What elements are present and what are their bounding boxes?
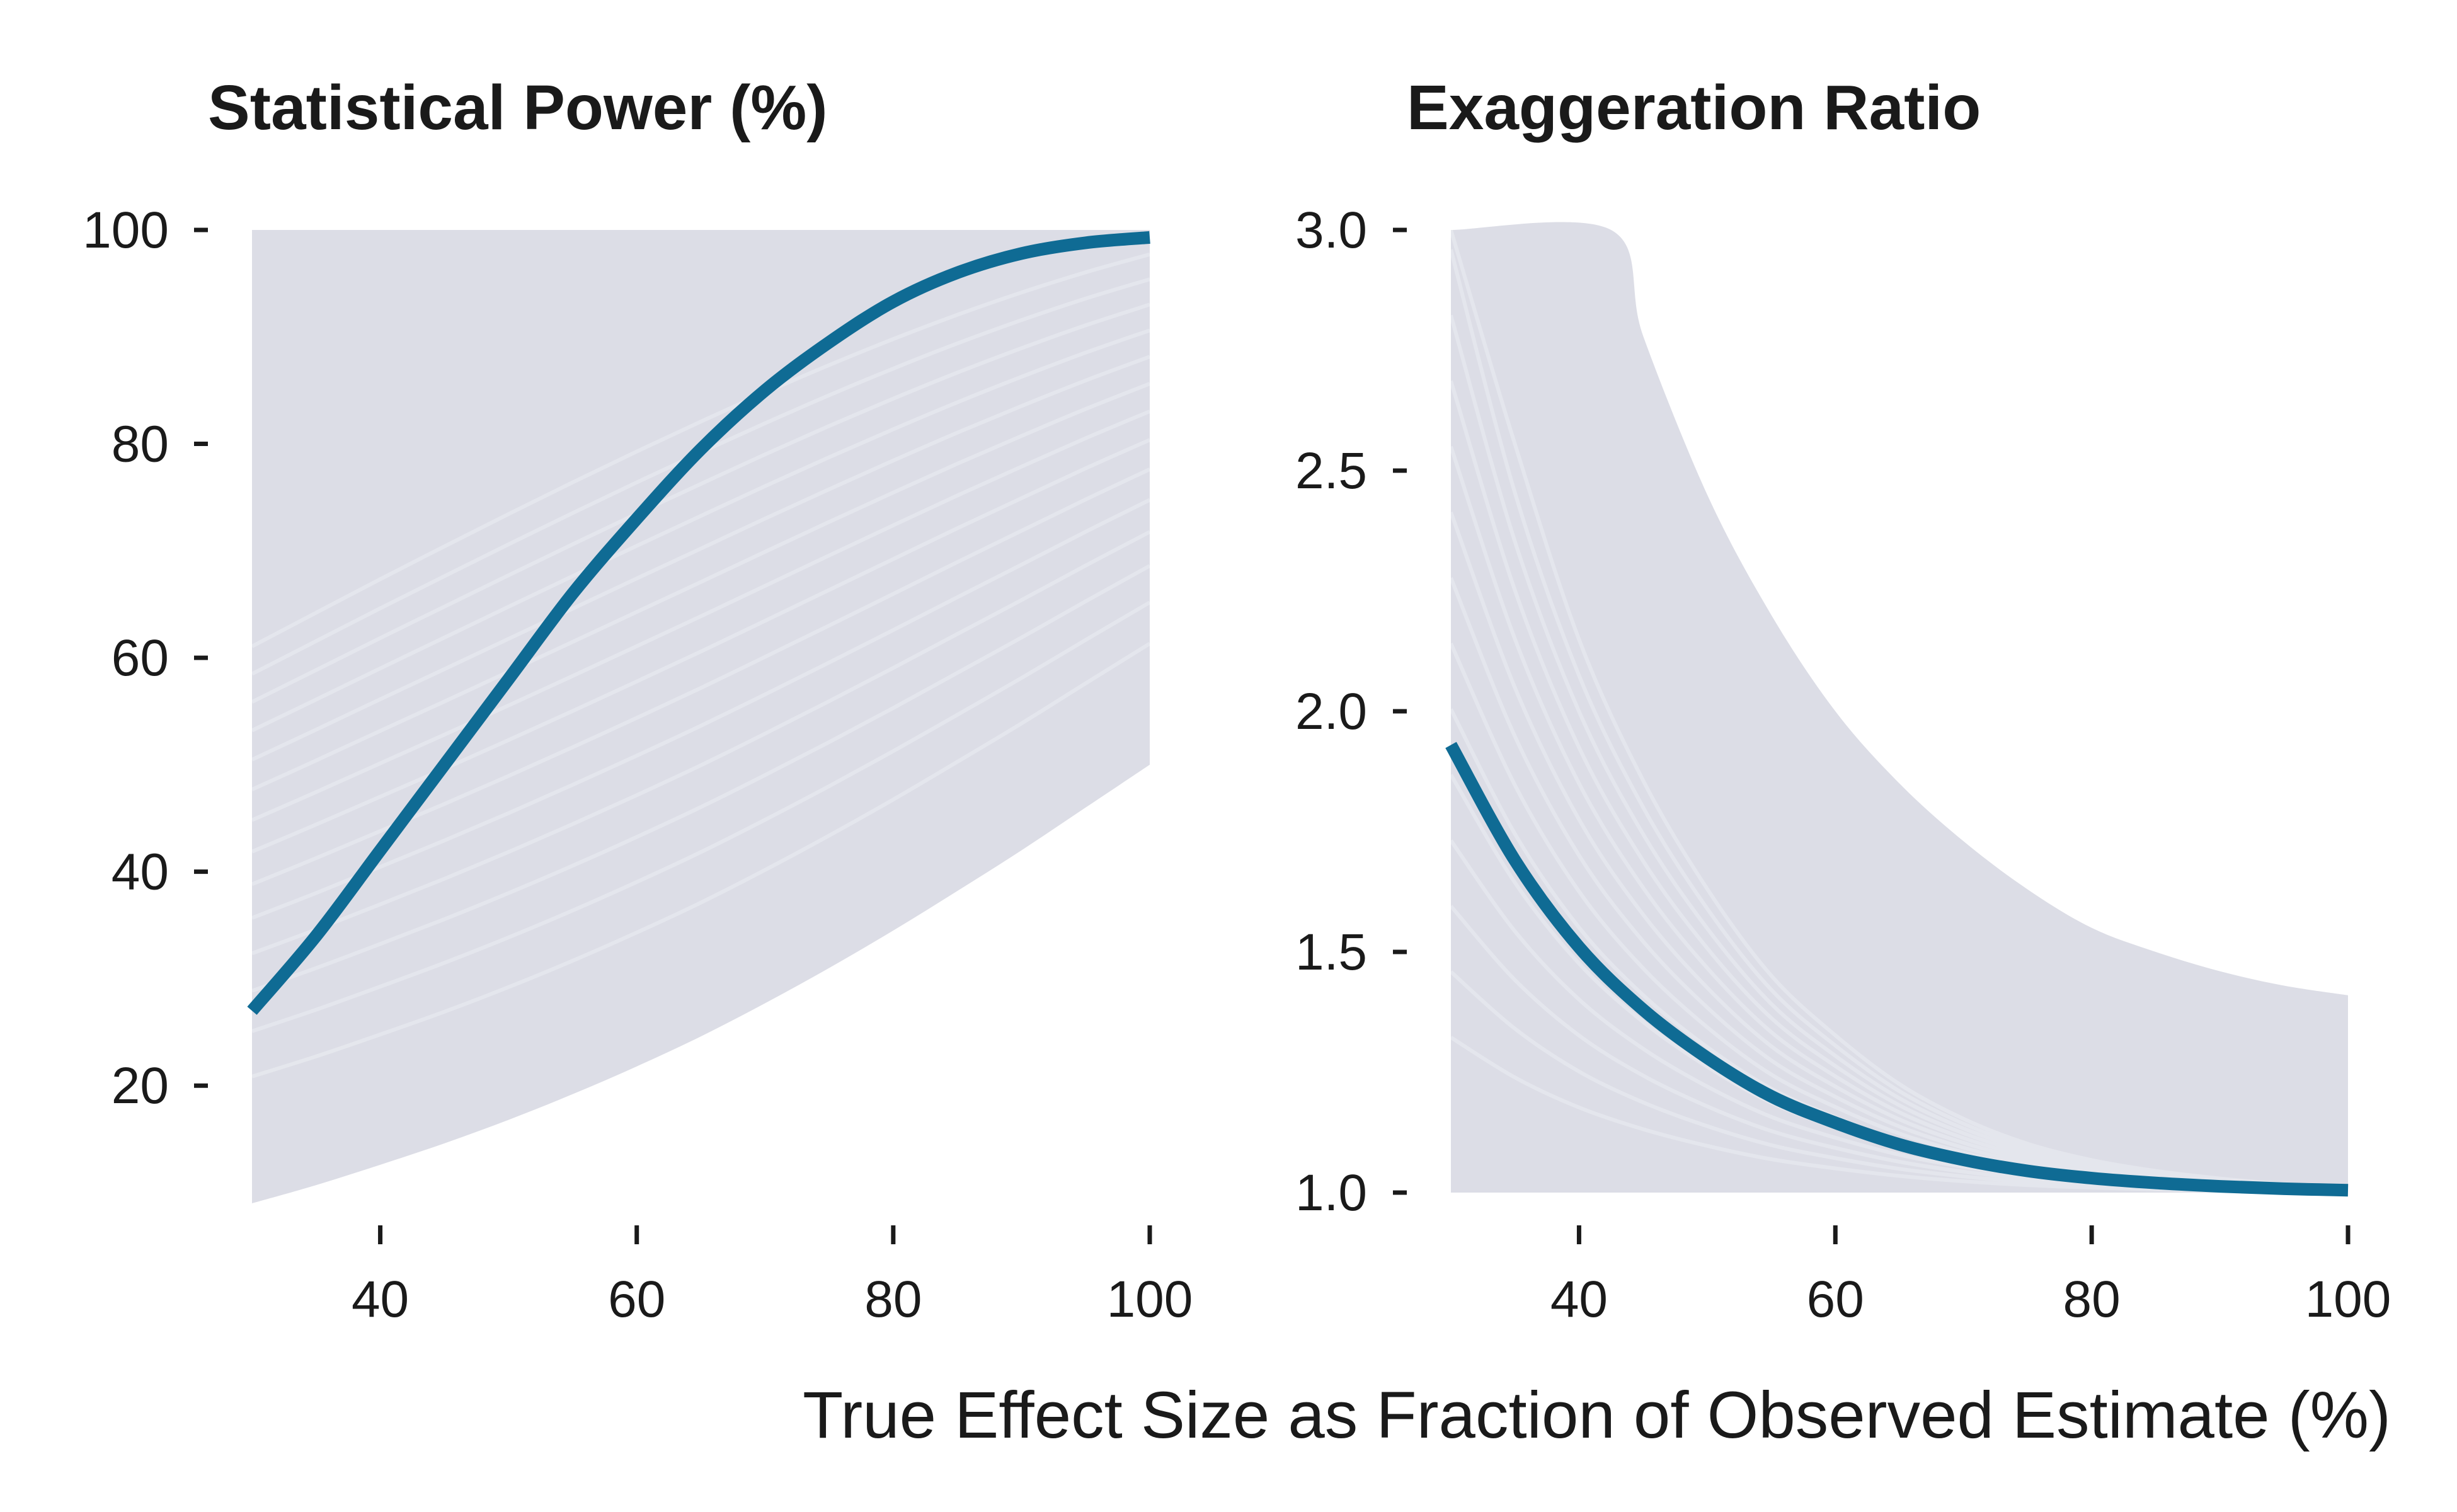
simulation-line (252, 600, 1150, 1033)
simulation-line (1451, 229, 2348, 1189)
x-tick-label: 60 (1807, 1271, 1864, 1328)
uncertainty-band (1451, 222, 2348, 1193)
simulation-line (252, 498, 1150, 920)
power-panel-title: Statistical Power (%) (208, 72, 828, 143)
simulation-line (252, 641, 1150, 1079)
simulation-line (252, 382, 1150, 791)
x-tick-label: 40 (1550, 1271, 1608, 1328)
simulation-line (252, 564, 1150, 993)
simulation-line (252, 302, 1150, 704)
y-tick-label: 3.0 (1295, 202, 1367, 259)
y-tick-label: 40 (112, 844, 169, 901)
x-tick-label: 60 (608, 1271, 665, 1328)
simulation-line (252, 252, 1150, 648)
x-tick-label: 80 (2063, 1271, 2121, 1328)
uncertainty-band (252, 230, 1150, 1203)
simulation-line (252, 328, 1150, 733)
x-tick-label: 80 (864, 1271, 922, 1328)
y-tick-label: 20 (112, 1057, 169, 1114)
simulation-line (252, 438, 1150, 854)
highlight-series-line (247, 231, 1150, 1015)
x-tick-label: 100 (1107, 1271, 1193, 1328)
exaggeration-panel: Exaggeration Ratio 1.0 1.5 2.0 2.5 3.0 40 60 80… (1295, 72, 2391, 1328)
simulation-line (252, 410, 1150, 822)
y-tick-label: 80 (112, 416, 169, 473)
highlight-series-line (1445, 742, 2349, 1197)
simulation-line (252, 355, 1150, 762)
simulation-line (252, 530, 1150, 956)
shared-x-axis-title: True Effect Size as Fraction of Observed… (803, 1378, 2391, 1452)
y-tick-label: 2.0 (1295, 683, 1367, 740)
y-tick-label: 100 (83, 202, 169, 259)
exaggeration-panel-title: Exaggeration Ratio (1407, 72, 1981, 143)
x-tick-label: 40 (352, 1271, 409, 1328)
y-tick-label: 60 (112, 629, 169, 687)
x-tick-label: 100 (2305, 1271, 2391, 1328)
y-tick-label: 1.0 (1295, 1164, 1367, 1222)
y-tick-label: 2.5 (1295, 442, 1367, 500)
power-panel: Statistical Power (%) 20 40 60 80 100 40 60 80 1… (83, 72, 1193, 1328)
y-tick-label: 1.5 (1295, 924, 1367, 981)
